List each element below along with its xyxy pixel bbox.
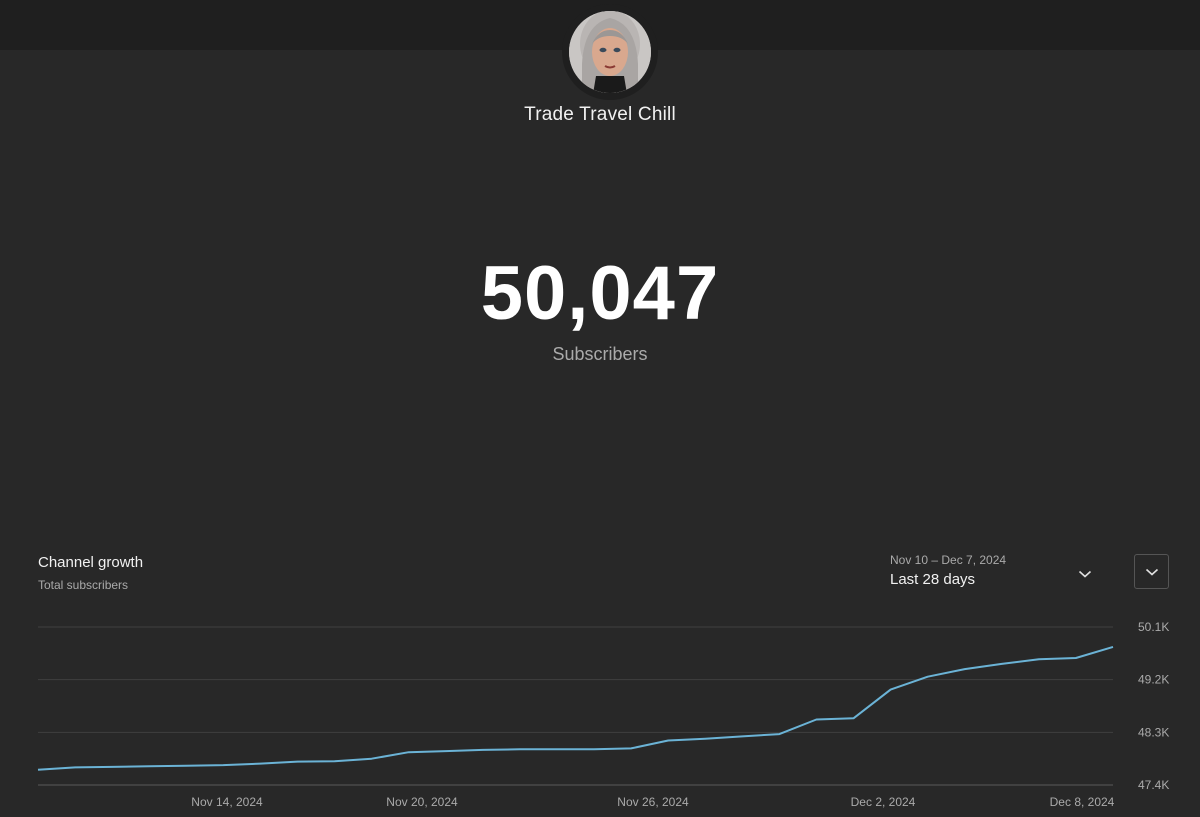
- subscriber-growth-chart: 50.1K 49.2K 48.3K 47.4K Nov 14, 2024 Nov 20, …: [37, 620, 1169, 809]
- channel-summary: [0, 50, 1200, 528]
- series-line[interactable]: [37, 645, 1114, 771]
- panel-subtitle: Total subscribers: [38, 578, 129, 592]
- x-tick-label: Dec 2, 2024: [851, 795, 916, 809]
- expand-chart-button[interactable]: [1134, 554, 1169, 589]
- channel-growth-panel: Channel growth Total subscribers Nov 10 …: [0, 528, 1200, 817]
- y-tick-label: 49.2K: [1138, 673, 1169, 687]
- x-tick-label: Dec 8, 2024: [1050, 795, 1115, 809]
- y-tick-label: 50.1K: [1138, 620, 1169, 634]
- y-tick-label: 47.4K: [1138, 778, 1169, 792]
- date-range-dropdown[interactable]: Nov 10 – Dec 7, 2024 Last 28 days: [890, 550, 1110, 592]
- subscriber-label: Subscribers: [552, 344, 648, 364]
- x-tick-label: Nov 20, 2024: [386, 795, 458, 809]
- chevron-down-icon: [1145, 568, 1159, 576]
- subscriber-count: 50,047: [480, 251, 720, 336]
- x-tick-label: Nov 14, 2024: [191, 795, 263, 809]
- channel-avatar-portrait: [569, 11, 651, 93]
- x-tick-label: Nov 26, 2024: [617, 795, 689, 809]
- channel-avatar[interactable]: [562, 4, 658, 100]
- channel-name: Trade Travel Chill: [524, 104, 676, 125]
- period-label: Last 28 days: [890, 571, 976, 588]
- chevron-down-icon: [1078, 566, 1092, 584]
- panel-title: Channel growth: [38, 554, 144, 571]
- date-range-text: Nov 10 – Dec 7, 2024: [890, 553, 1007, 567]
- y-tick-label: 48.3K: [1138, 725, 1169, 739]
